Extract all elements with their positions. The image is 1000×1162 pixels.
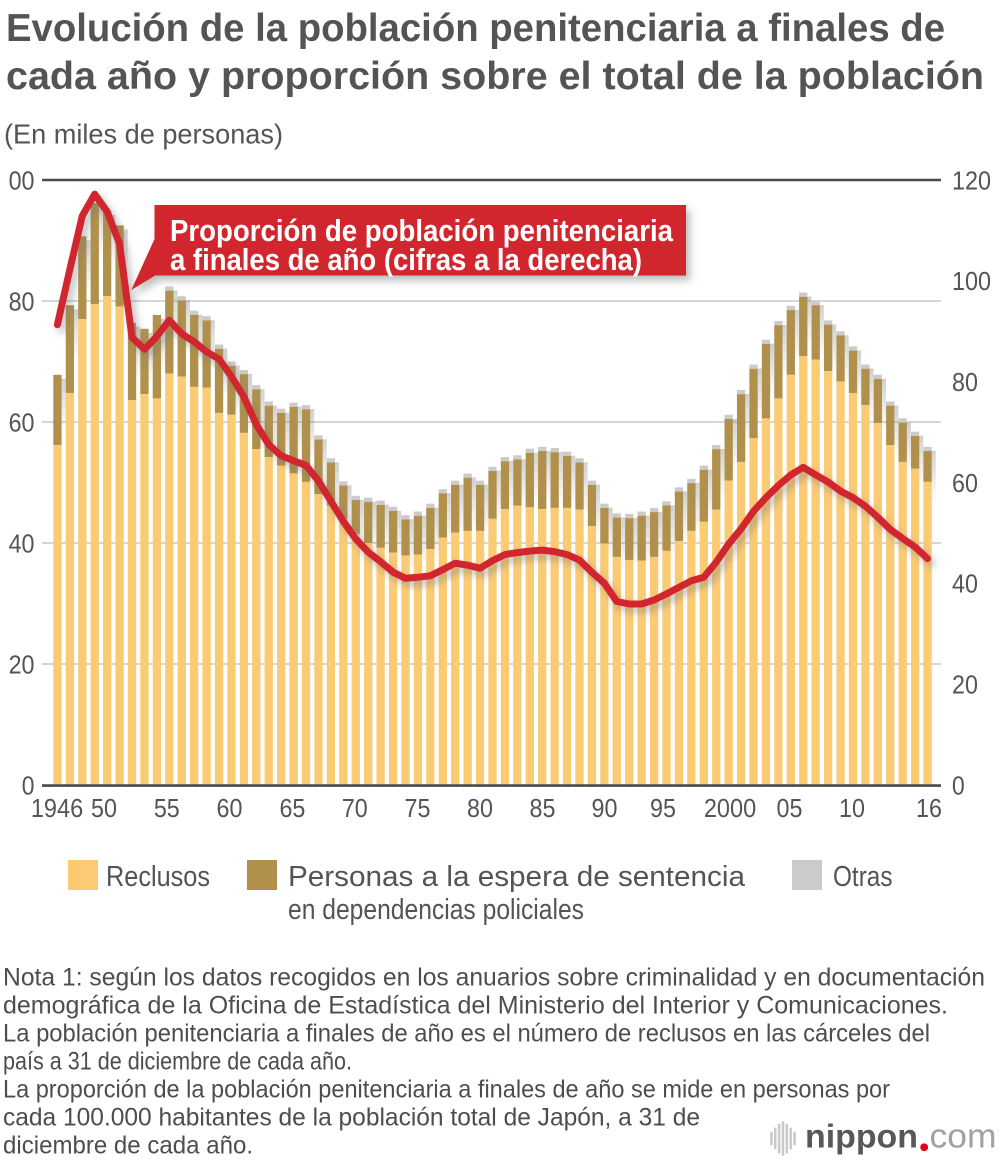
svg-text:país a 31 de diciembre de cada: país a 31 de diciembre de cada año.	[3, 1048, 352, 1076]
svg-text:2000: 2000	[704, 793, 756, 823]
svg-text:55: 55	[154, 793, 180, 823]
svg-text:85: 85	[530, 793, 556, 823]
svg-text:80: 80	[467, 793, 493, 823]
svg-text:(En miles de personas): (En miles de personas)	[4, 119, 283, 150]
svg-text:Evolución de la población peni: Evolución de la población penitenciaria …	[6, 7, 945, 50]
svg-text:0: 0	[952, 770, 965, 800]
svg-text:diciembre de cada año.: diciembre de cada año.	[3, 1132, 253, 1160]
svg-text:05: 05	[777, 793, 803, 823]
svg-text:60: 60	[217, 793, 243, 823]
svg-text:40: 40	[9, 528, 35, 558]
svg-text:Otras: Otras	[833, 861, 893, 893]
svg-text:La población penitenciaria a f: La población penitenciaria a finales de …	[3, 1020, 930, 1048]
svg-text:60: 60	[9, 407, 35, 437]
svg-text:20: 20	[9, 649, 35, 679]
svg-text:Reclusos: Reclusos	[106, 861, 210, 893]
svg-text:cada año y proporción sobre el: cada año y proporción sobre el total de …	[6, 55, 984, 98]
svg-text:0: 0	[22, 770, 35, 800]
svg-text:95: 95	[650, 793, 676, 823]
svg-text:cada 100.000 habitantes de la: cada 100.000 habitantes de la población …	[3, 1104, 700, 1132]
svg-text:80: 80	[952, 367, 978, 397]
svg-text:en dependencias policiales: en dependencias policiales	[288, 894, 584, 926]
svg-text:demográfica de la Oficina de E: demográfica de la Oficina de Estadística…	[3, 992, 948, 1020]
svg-text:20: 20	[952, 669, 978, 699]
svg-text:120: 120	[952, 165, 991, 195]
svg-text:Proporción de población penite: Proporción de población penitenciaria	[170, 213, 674, 248]
svg-text:65: 65	[279, 793, 305, 823]
svg-text:60: 60	[952, 468, 978, 498]
svg-text:70: 70	[342, 793, 368, 823]
svg-text:com: com	[930, 1118, 997, 1156]
svg-text:80: 80	[9, 286, 35, 316]
svg-text:50: 50	[91, 793, 117, 823]
svg-text:75: 75	[405, 793, 431, 823]
svg-text:Personas a la espera de senten: Personas a la espera de sentencia	[288, 861, 746, 893]
svg-text:10: 10	[839, 793, 865, 823]
svg-text:La proporción de la población: La proporción de la población penitencia…	[3, 1076, 890, 1104]
svg-text:16: 16	[916, 793, 942, 823]
svg-text:Nota 1: según los datos recogi: Nota 1: según los datos recogidos en los…	[3, 964, 985, 992]
svg-text:40: 40	[952, 569, 978, 599]
svg-text:00: 00	[9, 165, 35, 195]
svg-text:90: 90	[592, 793, 618, 823]
svg-text:1946: 1946	[31, 793, 83, 823]
svg-text:100: 100	[952, 266, 991, 296]
svg-text:nippon: nippon	[805, 1118, 918, 1155]
svg-text:a finales de año (cifras a la: a finales de año (cifras a la derecha)	[170, 242, 642, 277]
